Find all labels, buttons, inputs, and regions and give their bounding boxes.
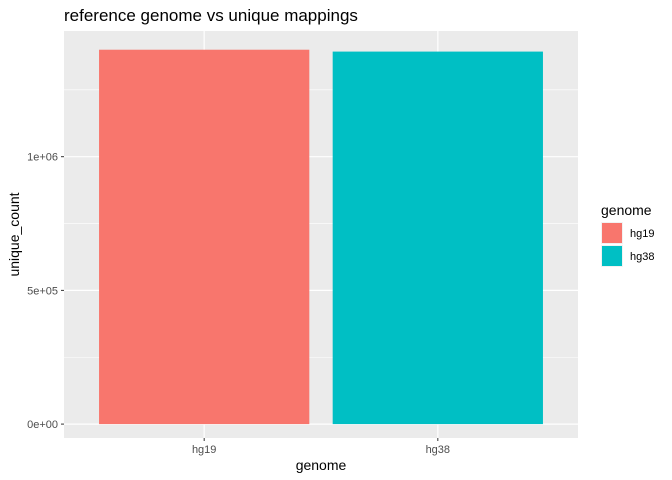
legend-label: hg38 (630, 251, 654, 263)
y-axis-ticks: 0e+00 5e+05 1e+06 (27, 152, 64, 431)
bar-hg38 (332, 51, 543, 425)
chart-title: reference genome vs unique mappings (64, 6, 358, 25)
y-axis-title: unique_count (6, 192, 22, 276)
x-axis-title: genome (296, 457, 347, 473)
legend-items: hg19 hg38 (601, 222, 654, 267)
legend-title: genome (601, 202, 652, 218)
legend-swatch-hg19 (602, 223, 622, 243)
x-tick-label: hg38 (426, 444, 450, 456)
x-axis-ticks: hg19 hg38 (192, 438, 450, 456)
bar-hg19 (99, 49, 310, 425)
bars (99, 49, 543, 425)
legend: genome hg19 hg38 (601, 202, 654, 267)
y-tick-label: 0e+00 (27, 419, 58, 431)
y-tick-label: 1e+06 (27, 152, 58, 164)
y-tick-label: 5e+05 (27, 285, 58, 297)
legend-label: hg19 (630, 228, 654, 240)
x-tick-label: hg19 (192, 444, 216, 456)
legend-swatch-hg38 (602, 246, 622, 266)
